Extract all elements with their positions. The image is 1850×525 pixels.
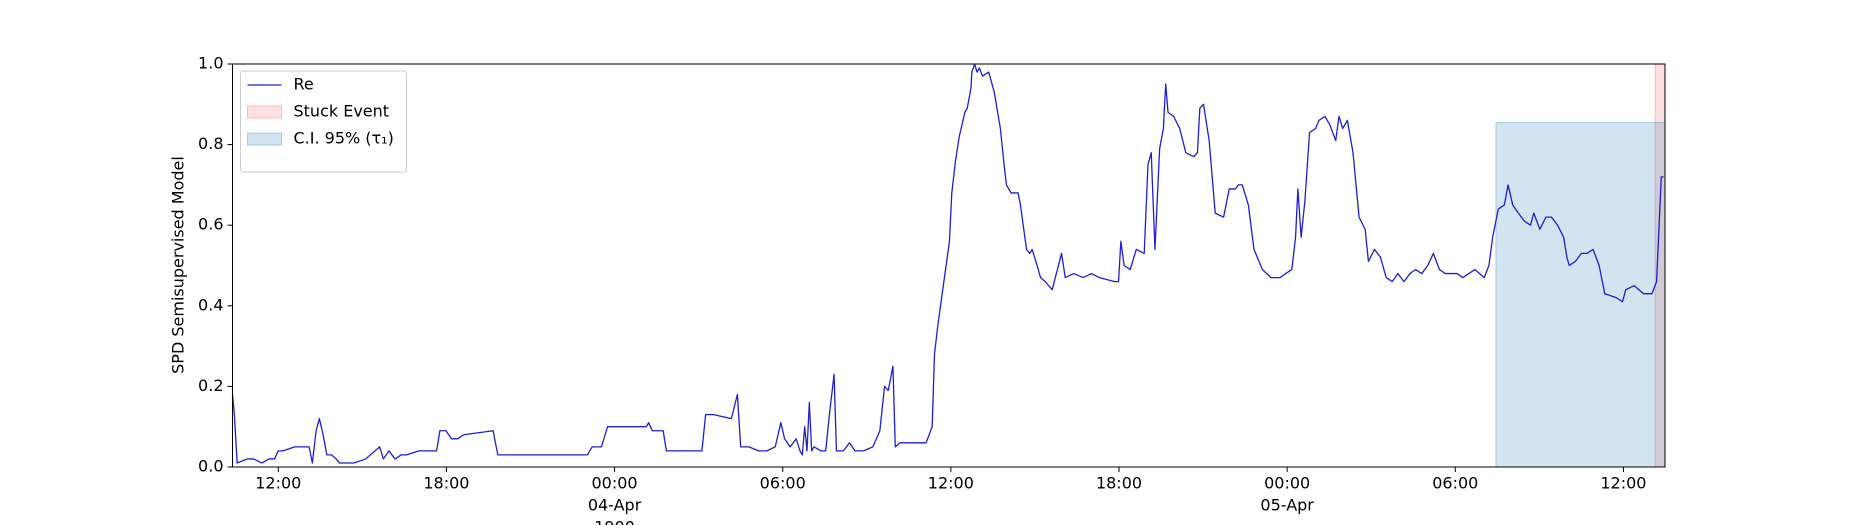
legend-label: C.I. 95% (τ₁) xyxy=(294,129,394,148)
legend-swatch xyxy=(247,105,282,119)
x-tick-label: 06:00 xyxy=(760,474,806,493)
data-line xyxy=(231,63,1664,464)
x-tick-label: 1900 xyxy=(594,518,635,525)
y-tick-label: 0.0 xyxy=(198,457,223,476)
shaded-span xyxy=(1495,121,1666,468)
x-tick-label: 12:00 xyxy=(1600,474,1646,493)
y-tick-label: 0.2 xyxy=(198,376,223,395)
x-tick-label: 18:00 xyxy=(1096,474,1142,493)
legend-box xyxy=(240,70,407,173)
x-tick-label: 06:00 xyxy=(1432,474,1478,493)
x-tick-label: 12:00 xyxy=(928,474,974,493)
plot-frame xyxy=(232,63,1666,468)
y-tick-label: 0.4 xyxy=(198,295,223,314)
y-tick-label: 0.8 xyxy=(198,134,223,153)
legend: Re Stuck Event C.I. 95% (τ₁) xyxy=(240,70,407,173)
x-tick-label: 05-Apr xyxy=(1260,496,1314,515)
x-tick-label: 00:00 xyxy=(1264,474,1310,493)
x-tick-label: 00:00 xyxy=(592,474,638,493)
x-tick-label: 04-Apr xyxy=(588,496,642,515)
legend-swatch xyxy=(247,132,282,146)
y-tick-label: 0.6 xyxy=(198,215,223,234)
legend-label: Stuck Event xyxy=(294,102,390,121)
y-axis-label: SPD Semisupervised Model xyxy=(169,156,188,374)
x-tick-label: 12:00 xyxy=(255,474,301,493)
y-tick-label: 1.0 xyxy=(198,54,223,73)
legend-label: Re xyxy=(294,75,314,94)
x-tick-label: 18:00 xyxy=(423,474,469,493)
